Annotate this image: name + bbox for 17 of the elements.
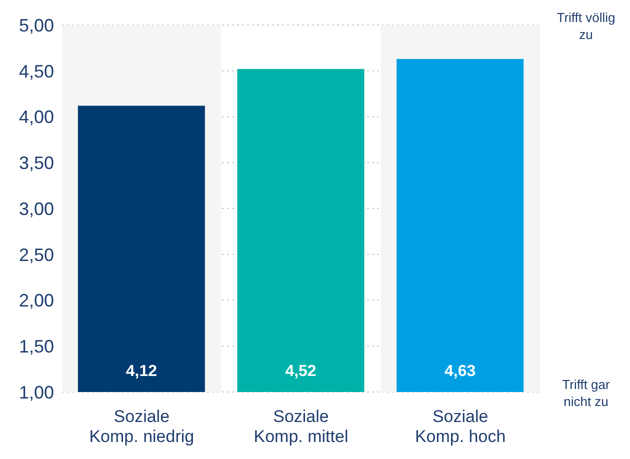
y-tick-label: 5,00 <box>18 15 54 36</box>
y-tick-label: 3,50 <box>18 153 54 174</box>
y-tick-label: 4,00 <box>18 107 54 128</box>
data-label: 4,63 <box>444 363 476 380</box>
x-tick-label: Soziale Komp. mittel <box>254 407 348 446</box>
data-label: 4,52 <box>285 363 316 380</box>
y-tick-label: 2,00 <box>18 290 54 311</box>
text: Trifft völlig zu <box>556 9 616 43</box>
y-tick-label: 2,50 <box>18 244 54 265</box>
y-tick-label: 1,50 <box>18 336 54 357</box>
data-label: 4,12 <box>126 363 158 380</box>
x-tick-label: Soziale Komp. hoch <box>414 407 506 446</box>
x-tick-label: Soziale Komp. niedrig <box>89 407 194 446</box>
text: Trifft gar nicht zu <box>561 376 611 410</box>
y-tick-label: 1,00 <box>18 382 54 402</box>
y-tick-label: 3,00 <box>18 198 54 219</box>
y-tick-label: 4,50 <box>18 61 54 82</box>
